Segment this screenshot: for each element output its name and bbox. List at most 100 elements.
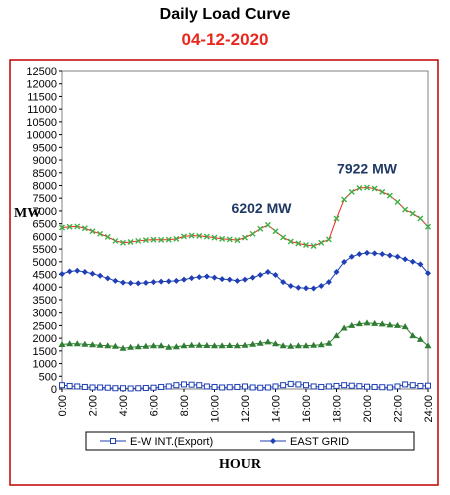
series-1-point <box>188 232 195 239</box>
series-3-point <box>157 342 165 349</box>
series-4-point <box>59 382 65 389</box>
series-2-point <box>74 267 81 274</box>
series-4-point <box>280 382 287 389</box>
series-2-point <box>135 280 142 287</box>
legend-item: EAST GRID <box>260 436 349 448</box>
series-1-point <box>59 224 65 231</box>
series-1 <box>59 184 431 250</box>
series-2-point <box>264 268 271 275</box>
series-3-point <box>73 340 81 347</box>
y-tick-label: 7000 <box>33 206 57 218</box>
series-3-point <box>317 341 325 348</box>
y-tick-label: 8000 <box>33 180 57 192</box>
series-4-point <box>386 384 393 391</box>
series-1-point <box>66 223 73 230</box>
series-4-point <box>356 383 363 390</box>
series-1-point <box>173 235 180 242</box>
series-4-point <box>341 382 348 389</box>
y-tick-label: 10500 <box>26 117 57 129</box>
series-3-point <box>302 342 310 349</box>
y-tick-label: 11000 <box>27 104 57 116</box>
series-3-point <box>310 341 318 348</box>
x-tick-label: 6:00 <box>149 395 161 416</box>
y-tick-label: 9000 <box>33 155 57 167</box>
series-4-point <box>272 383 279 390</box>
series-2-point <box>341 259 348 266</box>
series-4-point <box>318 383 325 390</box>
legend-label: EAST GRID <box>290 436 349 448</box>
series-2-point <box>226 276 233 283</box>
series-3-point <box>89 341 96 348</box>
chart-date: 04-12-2020 <box>181 30 269 49</box>
y-tick-label: 6000 <box>33 231 57 243</box>
series-4-point <box>81 383 88 390</box>
series-1-point <box>371 185 378 192</box>
legend-box <box>85 431 415 451</box>
y-axis-title: MW <box>14 206 41 221</box>
y-tick-label: 4500 <box>33 270 57 282</box>
x-tick-label: 10:00 <box>210 395 222 423</box>
x-tick-label: 4:00 <box>118 395 130 416</box>
series-1-point <box>417 215 424 222</box>
legend-swatch-marker <box>270 438 276 444</box>
series-1-point <box>165 236 172 243</box>
series-2-point <box>66 268 73 275</box>
series-2-point <box>188 275 195 282</box>
y-tick-label: 4000 <box>33 282 57 294</box>
series-4-point <box>402 381 409 388</box>
series-3-point <box>249 340 257 347</box>
series-3-point <box>294 342 302 349</box>
series-4 <box>59 380 431 392</box>
series-1-point <box>295 240 302 247</box>
series-1-point <box>287 238 294 245</box>
series-4-point <box>89 384 96 391</box>
y-tick-label: 11500 <box>27 91 57 103</box>
series-1-point <box>135 237 142 244</box>
series-3-point <box>340 324 348 331</box>
x-tick-label: 22:00 <box>393 395 405 423</box>
series-2-point <box>89 270 96 277</box>
series-2-point <box>386 252 393 259</box>
series-2-point <box>97 272 104 279</box>
series-2-point <box>196 274 203 281</box>
series-2-point <box>150 279 157 286</box>
series-3-point <box>241 341 249 348</box>
series-1-point <box>257 225 264 232</box>
series-2-point <box>104 275 111 282</box>
series-2-point <box>165 278 172 285</box>
series-1-point <box>425 223 431 230</box>
series-3-point <box>363 319 371 326</box>
series-3-point <box>104 342 112 349</box>
series-4-point <box>249 384 256 391</box>
series-1-point <box>303 242 309 249</box>
legend: E-W INT.(Export) EAST GRID <box>100 436 349 448</box>
series-3-point <box>401 323 409 330</box>
series-1-point <box>226 236 233 243</box>
series-4-point <box>196 382 203 389</box>
series-3-point <box>256 339 264 346</box>
series-4-point <box>188 381 195 388</box>
series-1-point <box>280 234 287 241</box>
series-1-point <box>379 188 386 195</box>
series-1-point <box>142 237 149 244</box>
series-4-point <box>181 381 187 388</box>
series-2-point <box>173 277 180 284</box>
series-4-point <box>173 382 180 389</box>
y-tick-label: 500 <box>39 371 57 383</box>
series-2-point <box>310 285 317 292</box>
series-2-point <box>181 276 187 283</box>
series-3-point <box>211 342 218 349</box>
series-1-point <box>333 215 340 222</box>
series-2-point <box>417 261 424 268</box>
series-1-point <box>325 236 332 243</box>
series-3-point <box>180 342 188 349</box>
series-3-point <box>386 321 394 328</box>
series-2-point <box>81 268 88 275</box>
series-3-point <box>172 343 180 350</box>
series-4-point <box>371 383 378 390</box>
series-4-point <box>234 383 241 390</box>
series-2-point <box>242 276 248 283</box>
series-1-point <box>81 225 88 232</box>
y-tick-label: 5500 <box>33 244 57 256</box>
y-tick-label: 2500 <box>33 320 57 332</box>
